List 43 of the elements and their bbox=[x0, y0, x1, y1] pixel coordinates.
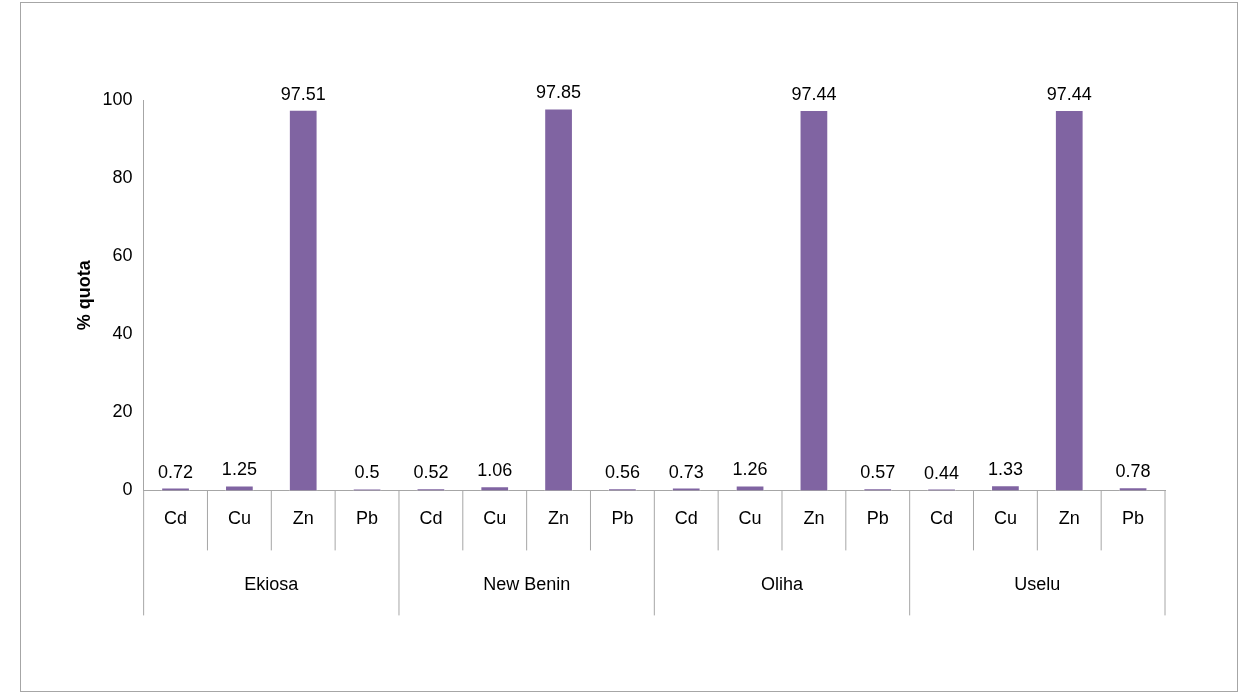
x-tick-label: Cu bbox=[993, 508, 1017, 529]
x-tick-label: Zn bbox=[292, 508, 314, 529]
y-tick-label: 60 bbox=[112, 245, 133, 266]
x-tick-label: Cd bbox=[930, 508, 954, 529]
y-tick-label: 20 bbox=[112, 401, 133, 422]
data-label: 0.73 bbox=[668, 461, 704, 482]
y-tick-label: 100 bbox=[102, 88, 133, 109]
data-label: 97.85 bbox=[536, 82, 582, 103]
data-label: 97.51 bbox=[280, 83, 326, 104]
text: Ekiosa bbox=[244, 574, 300, 595]
text: Oliha bbox=[760, 574, 804, 595]
data-label: 0.57 bbox=[860, 462, 896, 483]
y-tick-label: 80 bbox=[112, 167, 133, 188]
data-label: 0.52 bbox=[413, 462, 449, 483]
x-tick-label: Zn bbox=[548, 508, 570, 529]
y-tick-label: 0 bbox=[122, 479, 133, 500]
data-label: 1.06 bbox=[477, 460, 513, 481]
x-tick-label: Zn bbox=[803, 508, 825, 529]
x-tick-label: Cu bbox=[738, 508, 762, 529]
text: New Benin bbox=[483, 574, 571, 595]
x-tick-label: Cu bbox=[227, 508, 251, 529]
x-tick-label: Pb bbox=[356, 508, 379, 529]
data-label: 0.56 bbox=[604, 462, 640, 483]
data-label: 97.44 bbox=[791, 83, 837, 104]
y-axis-title: % quota bbox=[73, 259, 94, 331]
data-label: 97.44 bbox=[1046, 83, 1092, 104]
text: Uselu bbox=[1014, 574, 1061, 595]
x-tick-label: Cd bbox=[674, 508, 698, 529]
x-tick-label: Cd bbox=[419, 508, 443, 529]
data-label: 0.72 bbox=[158, 461, 194, 482]
data-label: 0.78 bbox=[1115, 461, 1151, 482]
x-tick-label: Pb bbox=[611, 508, 634, 529]
x-tick-label: Zn bbox=[1058, 508, 1080, 529]
x-tick-label: Pb bbox=[866, 508, 889, 529]
data-label: 1.25 bbox=[221, 459, 257, 480]
data-label: 0.5 bbox=[354, 462, 380, 483]
x-tick-label: Cu bbox=[483, 508, 507, 529]
data-label: 1.33 bbox=[987, 459, 1023, 480]
y-tick-label: 40 bbox=[112, 323, 133, 344]
data-label: 0.44 bbox=[924, 462, 960, 483]
x-tick-label: Cd bbox=[164, 508, 188, 529]
data-label: 1.26 bbox=[732, 459, 768, 480]
x-tick-label: Pb bbox=[1122, 508, 1145, 529]
